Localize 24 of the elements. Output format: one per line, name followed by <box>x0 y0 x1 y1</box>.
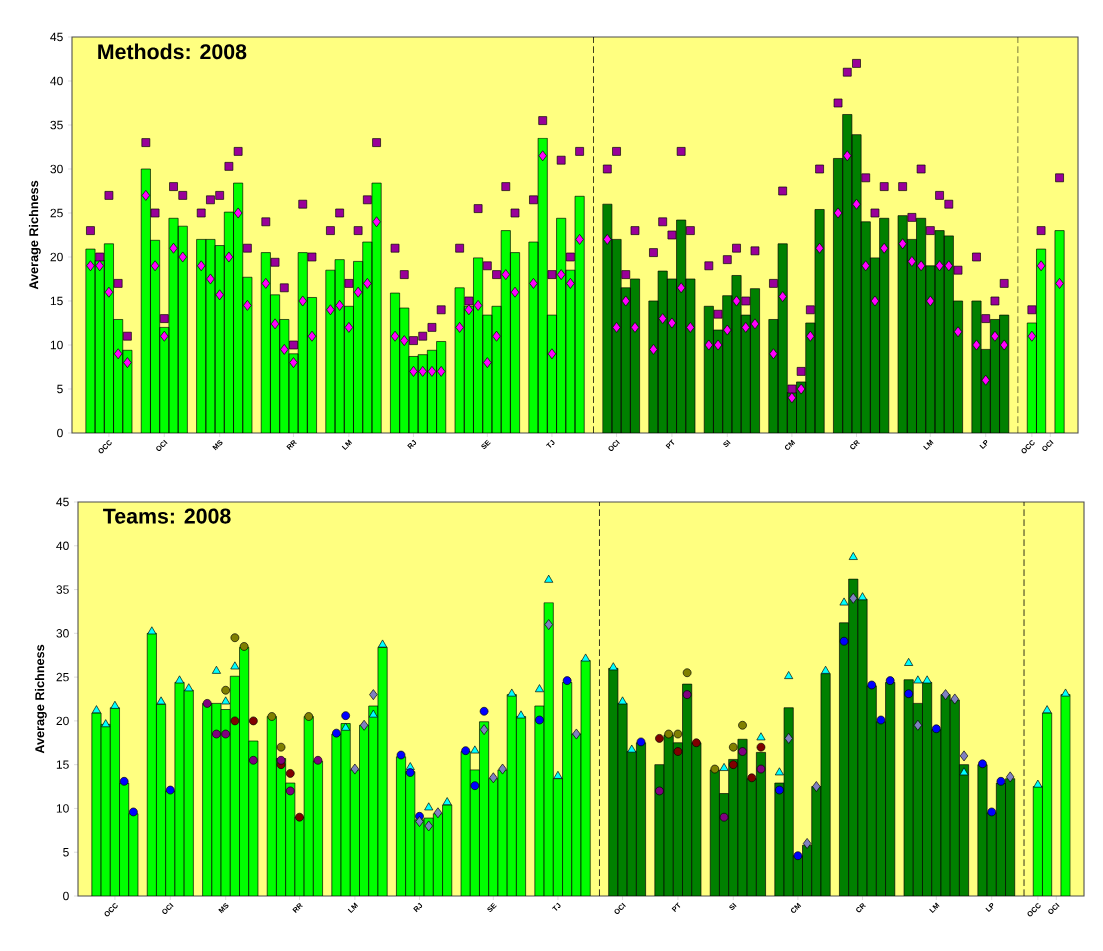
y-tick-label: 20 <box>56 716 69 726</box>
y-tick-label: 35 <box>56 585 69 594</box>
y-tick-label: 45 <box>50 32 63 42</box>
y-tick-label: 20 <box>50 252 63 262</box>
y-tick-label: 45 <box>56 497 69 507</box>
y-tick-label: 25 <box>50 208 63 218</box>
y-tick-label: 40 <box>56 541 69 551</box>
y-tick-label: 10 <box>50 340 63 350</box>
y-tick-label: 15 <box>56 760 69 769</box>
y-tick-label: 30 <box>56 629 69 638</box>
y-axis-title: Average Richness <box>34 644 47 754</box>
y-tick-label: 25 <box>56 672 69 682</box>
y-tick-label: 40 <box>50 76 63 86</box>
chart-title: Methods: 2008 <box>98 43 247 60</box>
y-tick-label: 35 <box>50 120 63 130</box>
y-tick-label: 10 <box>56 804 69 813</box>
y-tick-label: 5 <box>57 384 63 394</box>
y-tick-label: 0 <box>63 891 69 901</box>
y-axis-title: Average Richness <box>28 180 41 290</box>
y-tick-label: 0 <box>57 428 63 438</box>
y-tick-label: 30 <box>50 164 63 174</box>
y-tick-label: 15 <box>50 296 63 306</box>
y-tick-label: 5 <box>63 848 69 857</box>
chart-title: Teams: 2008 <box>103 508 231 524</box>
